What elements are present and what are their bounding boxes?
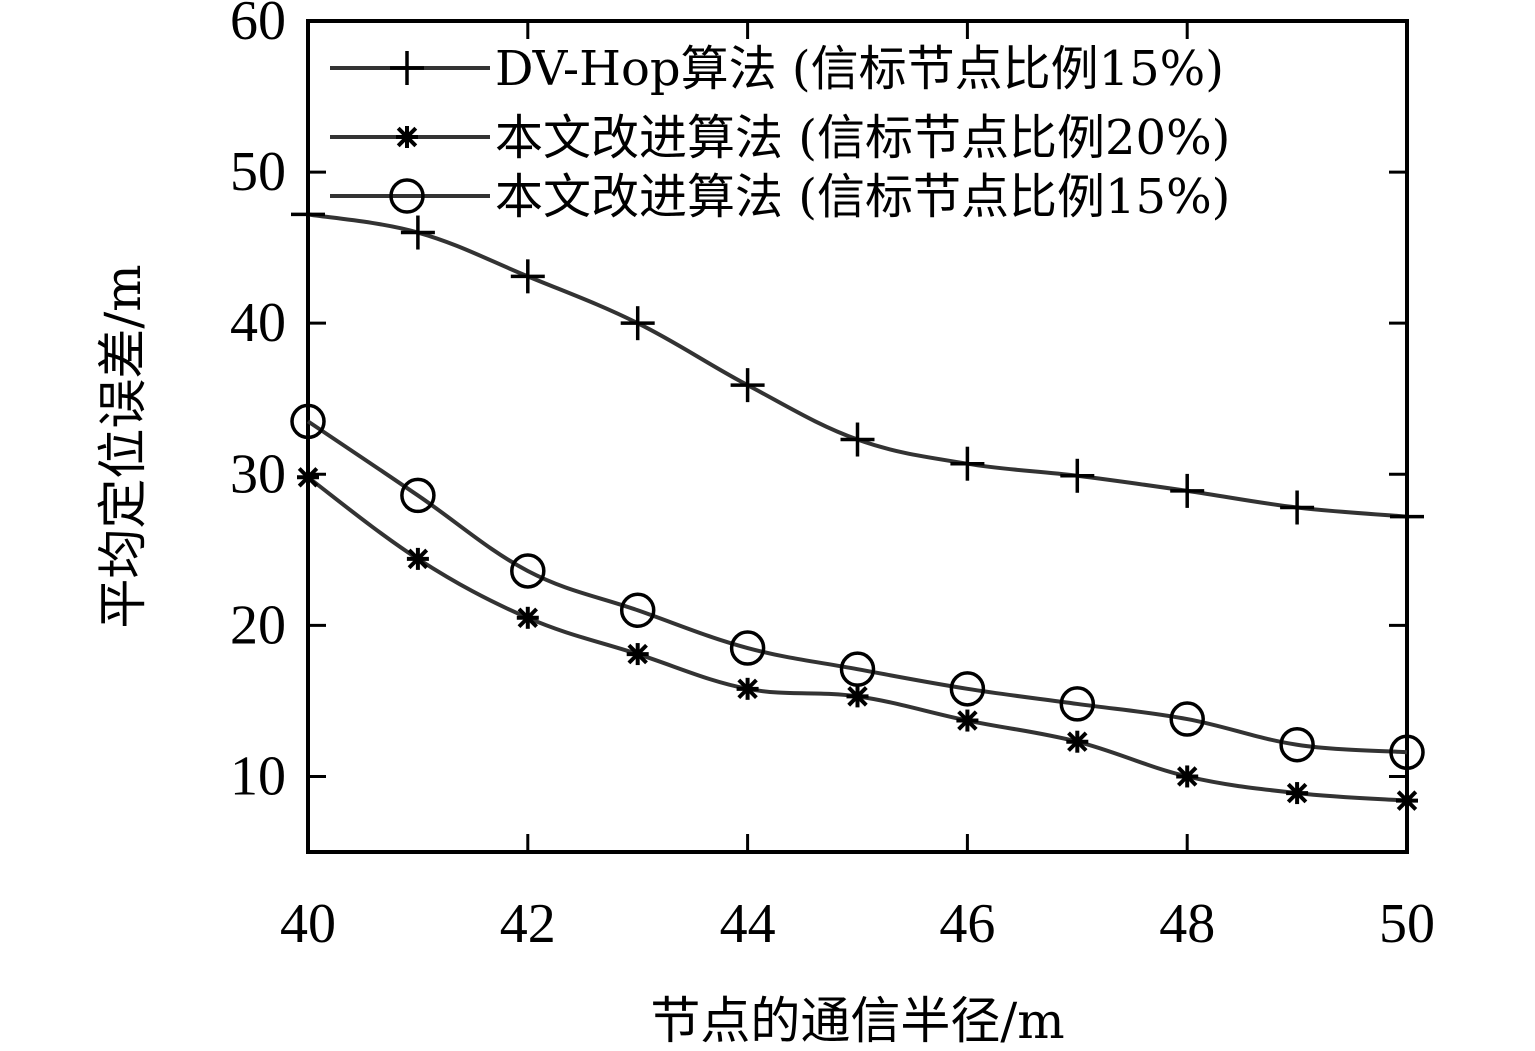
- series-line-2: [306, 475, 1408, 803]
- y-axis-label: 平均定位误差/m: [94, 264, 152, 628]
- series-line-3: [306, 419, 1408, 755]
- data-point-star: [846, 685, 869, 708]
- data-point-star: [736, 677, 759, 700]
- x-axis-label: 节点的通信半径/m: [650, 992, 1064, 1050]
- x-tick-label: 46: [939, 893, 995, 955]
- data-point-plus: [1390, 499, 1424, 534]
- legend-marker-circle: [389, 178, 425, 214]
- data-point-plus: [400, 215, 435, 250]
- legend-label: DV-Hop算法 (信标节点比例15%): [495, 41, 1224, 97]
- x-tick-label: 44: [720, 893, 776, 955]
- legend-entry: 本文改进算法 (信标节点比例15%): [330, 169, 1230, 225]
- data-point-star: [1396, 789, 1418, 812]
- data-point-plus: [620, 306, 655, 341]
- y-tick-label: 60: [230, 0, 286, 52]
- data-point-plus: [1170, 473, 1205, 508]
- data-point-circle: [510, 553, 546, 589]
- data-point-circle: [400, 477, 436, 514]
- data-point-star: [1066, 730, 1089, 753]
- y-tick-label: 50: [230, 141, 286, 203]
- data-point-plus: [840, 422, 875, 457]
- data-point-circle: [1389, 734, 1425, 771]
- y-tick-label: 40: [230, 292, 286, 354]
- data-point-circle: [290, 403, 326, 440]
- data-point-star: [297, 466, 319, 489]
- data-point-star: [1176, 765, 1199, 788]
- data-point-circle: [1059, 686, 1096, 722]
- axis-ticks: 40 42 44 46 48 50 10 20 30 40 50 60: [230, 0, 1435, 955]
- legend-label: 本文改进算法 (信标节点比例20%): [495, 110, 1230, 166]
- data-point-plus: [950, 446, 985, 481]
- data-point-plus: [510, 259, 545, 294]
- data-point-circle: [729, 630, 766, 666]
- legend-entry: 本文改进算法 (信标节点比例20%): [330, 110, 1230, 166]
- data-point-star: [626, 643, 649, 666]
- y-tick-label: 20: [230, 594, 286, 656]
- legend-entry: DV-Hop算法 (信标节点比例15%): [330, 41, 1224, 97]
- legend-marker-plus: [390, 51, 424, 85]
- x-tick-label: 48: [1159, 893, 1215, 955]
- data-point-star: [406, 547, 429, 570]
- data-point-star: [956, 709, 979, 732]
- series-markers: [290, 197, 1425, 812]
- data-point-star: [516, 606, 539, 629]
- data-point-circle: [1169, 701, 1205, 737]
- data-point-plus: [291, 197, 325, 232]
- data-point-circle: [839, 651, 876, 687]
- legend-marker-star: [396, 126, 418, 148]
- data-point-circle: [949, 671, 986, 707]
- data-point-plus: [1060, 458, 1095, 493]
- legend: DV-Hop算法 (信标节点比例15%) 本文改进算法 (信标节点比例20%)本文…: [330, 41, 1230, 225]
- data-point-star: [1286, 782, 1309, 805]
- x-tick-label: 42: [500, 893, 556, 955]
- data-point-plus: [730, 368, 765, 403]
- series-lines: [306, 212, 1408, 803]
- y-tick-label: 10: [230, 745, 286, 807]
- x-tick-label: 40: [280, 893, 336, 955]
- series-line-1: [307, 212, 1408, 519]
- y-tick-label: 30: [230, 443, 286, 505]
- data-point-circle: [619, 592, 656, 629]
- data-point-plus: [1280, 490, 1315, 525]
- data-point-circle: [1279, 726, 1315, 763]
- x-tick-label: 50: [1379, 893, 1435, 955]
- legend-label: 本文改进算法 (信标节点比例15%): [495, 169, 1230, 225]
